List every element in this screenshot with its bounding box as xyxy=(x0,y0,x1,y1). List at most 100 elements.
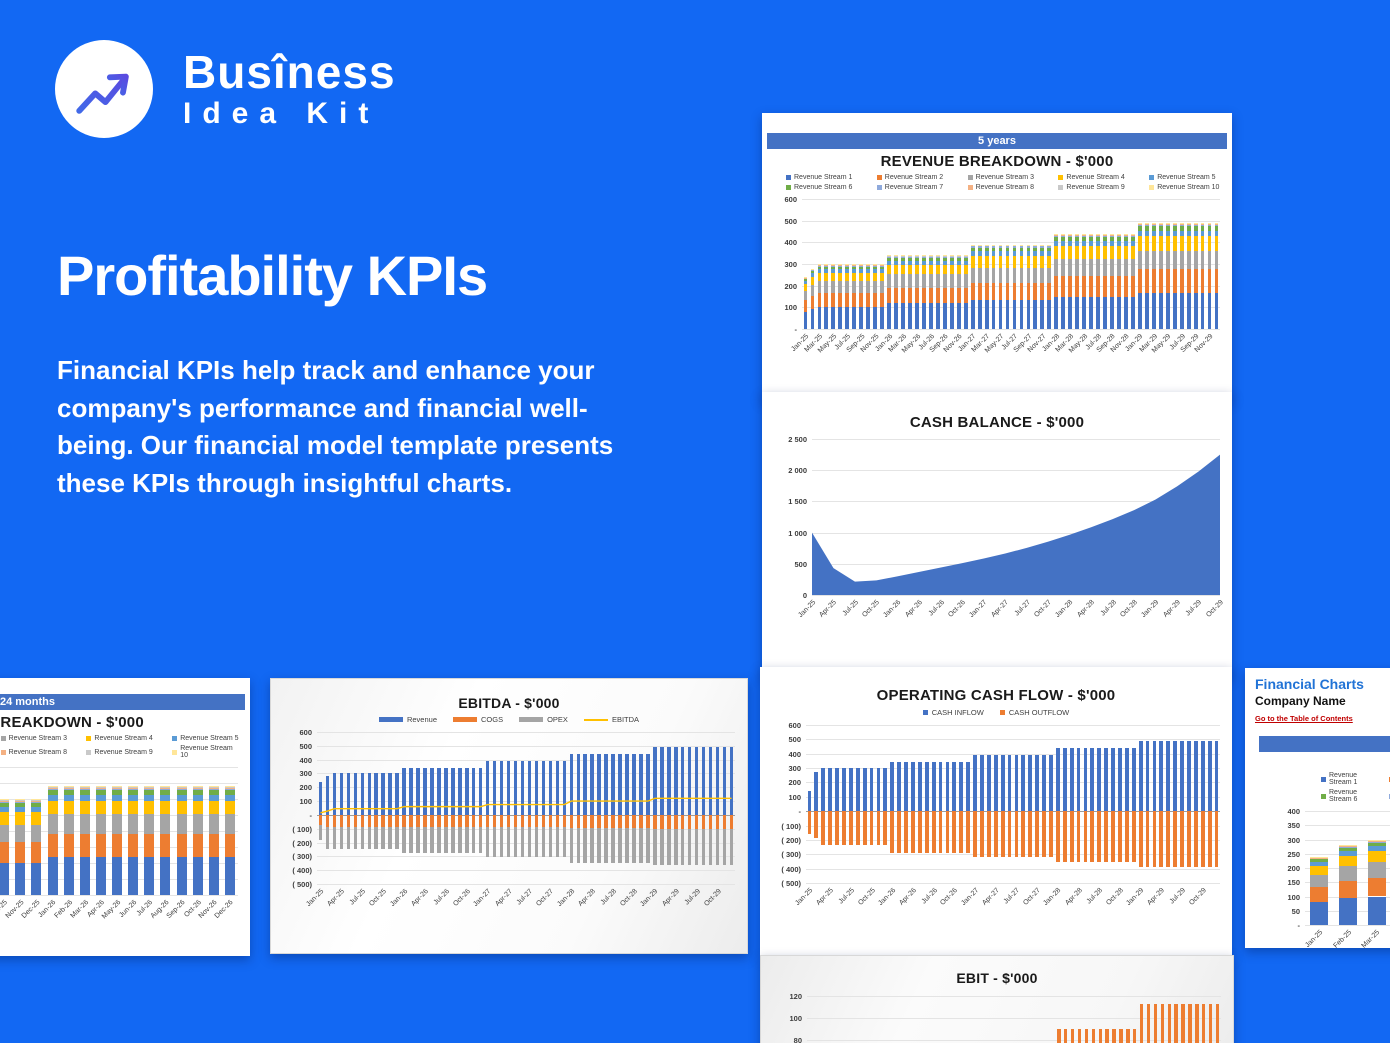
legend-item: OPEX xyxy=(519,715,568,724)
bar xyxy=(803,284,808,291)
bar xyxy=(949,260,954,266)
legend-item: Revenue xyxy=(378,715,437,724)
bar xyxy=(555,761,560,815)
bar xyxy=(1069,747,1074,812)
y-tick-label: ( 500) xyxy=(781,879,801,888)
table-of-contents-link[interactable]: Go to the Table of Contents xyxy=(1255,714,1353,723)
bar xyxy=(915,274,919,288)
grid-line xyxy=(1305,925,1390,926)
legend-marker xyxy=(1149,185,1155,190)
bar xyxy=(0,802,10,807)
bar xyxy=(807,791,812,812)
bar xyxy=(444,814,448,828)
bar xyxy=(660,814,664,829)
bar xyxy=(1117,296,1121,329)
legend-item: COGS xyxy=(453,715,503,724)
grid-line xyxy=(317,745,735,747)
bar xyxy=(176,786,187,788)
bar xyxy=(1137,236,1142,251)
bar xyxy=(1310,862,1329,867)
y-tick-label: 500 xyxy=(784,216,797,226)
bar xyxy=(583,754,587,815)
bar xyxy=(1144,269,1149,294)
bar xyxy=(852,264,857,266)
bar xyxy=(1111,747,1115,812)
y-tick-label: 250 xyxy=(1287,849,1300,859)
y-tick-label: - xyxy=(309,810,313,820)
bar xyxy=(942,287,947,304)
bar xyxy=(1103,235,1107,237)
bar xyxy=(838,265,843,267)
bar xyxy=(1202,1003,1206,1043)
bar xyxy=(938,811,943,853)
bar xyxy=(208,787,219,789)
bar xyxy=(374,773,378,815)
bar xyxy=(1084,1029,1089,1043)
bar xyxy=(1144,223,1149,224)
bar xyxy=(1180,811,1184,868)
bar xyxy=(1145,740,1150,812)
bar xyxy=(1012,255,1017,268)
bar xyxy=(1310,887,1329,903)
bar xyxy=(1200,740,1205,812)
bar xyxy=(986,811,991,858)
bar xyxy=(367,814,371,827)
bar xyxy=(824,273,829,282)
bar xyxy=(1040,246,1045,248)
bar xyxy=(0,801,10,803)
legend-item: Revenue Stream 5 xyxy=(1133,174,1224,181)
bar xyxy=(1068,234,1073,235)
grid-line xyxy=(812,501,1220,503)
legend-item: Revenue Stream 3 xyxy=(952,174,1043,181)
y-tick-label: 100 xyxy=(784,303,797,313)
bar xyxy=(160,834,171,858)
grid-line xyxy=(1305,839,1390,841)
bar xyxy=(887,257,891,261)
bar xyxy=(1131,234,1135,235)
legend-item: Revenue Stream 7 xyxy=(861,184,952,191)
bar xyxy=(353,826,358,849)
legend-label: Revenue Stream 8 xyxy=(8,748,67,756)
bar xyxy=(977,245,982,247)
bar xyxy=(1214,811,1219,868)
bar xyxy=(977,282,982,301)
bar xyxy=(1076,747,1081,812)
bar xyxy=(1040,267,1045,283)
bar xyxy=(423,767,427,815)
bar xyxy=(534,827,539,858)
bar xyxy=(112,857,123,895)
legend-label: Revenue Stream 4 xyxy=(94,735,153,742)
bar xyxy=(1089,234,1094,236)
bar xyxy=(1144,236,1149,251)
bar xyxy=(817,293,822,308)
bar xyxy=(908,260,912,266)
bar xyxy=(1033,251,1038,256)
bar xyxy=(423,814,427,828)
page-description: Financial KPIs help track and enhance yo… xyxy=(57,355,614,499)
bar xyxy=(47,800,58,815)
bar xyxy=(1019,251,1024,256)
bar xyxy=(192,814,203,835)
bar xyxy=(176,790,187,795)
legend-marker xyxy=(519,717,544,722)
bar xyxy=(1111,811,1115,863)
chart-title: CASH BALANCE - $'000 xyxy=(909,414,1085,431)
bar xyxy=(1068,234,1073,236)
bar xyxy=(1146,1003,1151,1043)
bar xyxy=(681,828,685,865)
bar xyxy=(1137,230,1142,237)
bar xyxy=(653,828,657,865)
bar xyxy=(1061,276,1066,297)
legend-marker xyxy=(967,175,973,180)
y-tick-label: ( 300) xyxy=(292,852,312,862)
bar xyxy=(1075,234,1080,235)
bar xyxy=(922,260,926,266)
legend-label: Revenue Stream 9 xyxy=(94,748,153,756)
bar xyxy=(993,755,998,812)
bar xyxy=(1090,747,1095,812)
y-tick-label: ( 200) xyxy=(292,838,312,848)
bar xyxy=(1131,811,1136,863)
bar xyxy=(224,786,235,788)
bar xyxy=(908,257,912,261)
bar xyxy=(437,827,441,854)
